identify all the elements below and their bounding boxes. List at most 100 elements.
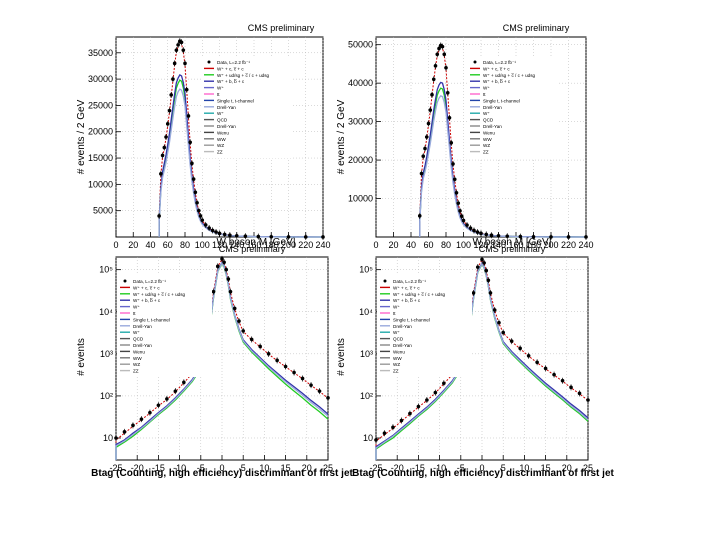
data-point <box>224 267 229 272</box>
data-point <box>584 235 588 239</box>
data-point <box>148 410 152 415</box>
data-point <box>317 389 322 393</box>
data-point <box>190 161 194 166</box>
data-point <box>452 177 457 182</box>
legend-entry: W⁺ + c, c̅ + c <box>483 66 510 71</box>
y-tick-label: 40000 <box>348 78 373 88</box>
data-point <box>417 214 422 218</box>
data-point <box>497 320 501 325</box>
y-tick-label: 20000 <box>88 127 113 137</box>
data-point <box>237 319 241 323</box>
legend-entry: W⁺ <box>133 305 140 310</box>
legend-entry: QCD <box>217 118 228 123</box>
x-tick-label: 160 <box>508 240 523 250</box>
legend-marker <box>473 60 477 64</box>
y-tick-label: 30000 <box>348 117 373 127</box>
legend-entry: Drell-Yan <box>483 124 502 129</box>
y-tick-label: 10⁵ <box>99 265 113 275</box>
legend-entry: WW <box>133 356 142 361</box>
x-tick-label: 220 <box>298 240 313 250</box>
data-point <box>283 364 288 369</box>
legend-entry: ZZ <box>217 150 223 155</box>
legend-entry: QCD <box>483 118 494 123</box>
data-point <box>241 329 245 333</box>
data-point <box>171 77 175 81</box>
data-point <box>586 398 590 402</box>
data-point <box>214 230 218 234</box>
data-point <box>167 108 172 113</box>
x-tick-label: -25 <box>109 463 122 473</box>
data-point <box>286 235 291 239</box>
data-point <box>440 44 445 49</box>
legend-marker <box>383 279 387 283</box>
data-point <box>454 190 459 195</box>
data-point <box>475 230 480 234</box>
legend-entry: Wenu <box>217 130 229 135</box>
data-point <box>160 153 165 158</box>
data-point <box>451 162 455 166</box>
x-tick-label: 220 <box>561 240 576 250</box>
legend-entry: W⁺ + c, c̅ + c <box>133 285 160 290</box>
legend-entry: W⁺ <box>393 330 400 335</box>
data-point <box>486 278 491 283</box>
legend-entry: Single t, t-channel <box>217 98 254 103</box>
y-axis-label: # events / 2 GeV <box>76 99 87 174</box>
x-tick-label: 200 <box>281 240 296 250</box>
data-point <box>437 46 441 51</box>
y-axis-label: # events <box>76 338 87 376</box>
legend-entry: Data, L=2.2 fb⁻¹ <box>133 279 166 284</box>
x-tick-label: 5 <box>241 463 246 473</box>
legend-entry: tt <box>217 92 220 97</box>
chart-panel-4: -25 -20 -15 -10 -5 0 5 10 15 20 25 10 10² 10³ 10⁴ 10⁵ CM… <box>336 244 615 479</box>
y-tick-label: 10² <box>100 391 113 401</box>
data-point <box>425 398 429 402</box>
data-point <box>211 289 216 294</box>
legend-entry: W⁺ <box>483 111 490 116</box>
data-point <box>266 352 271 356</box>
data-point <box>269 234 274 239</box>
legend-entry: ZZ <box>483 150 489 155</box>
y-tick-label: 10000 <box>348 194 373 204</box>
chart-panel-3: -25 -20 -15 -10 -5 0 5 10 15 20 25 10 10² 10³ 10⁴ 10⁵ CM… <box>76 244 354 479</box>
data-point <box>484 232 489 237</box>
legend-entry: Drell-Yan <box>217 105 236 110</box>
x-tick-label: 20 <box>388 240 398 250</box>
x-tick-label: 15 <box>281 463 291 473</box>
data-point <box>435 52 440 57</box>
data-point <box>447 115 452 120</box>
data-point <box>482 261 486 265</box>
data-point <box>426 121 431 126</box>
data-point <box>174 48 179 52</box>
data-point <box>488 291 493 295</box>
data-point <box>243 234 248 239</box>
y-tick-label: 10³ <box>100 349 113 359</box>
legend-entry: Wenu <box>483 130 495 135</box>
legend-entry: tt <box>133 311 136 316</box>
x-tick-label: 160 <box>246 240 261 250</box>
legend-entry: QCD <box>133 337 144 342</box>
chart-title: CMS preliminary <box>503 23 570 33</box>
x-tick-label: 140 <box>229 240 244 250</box>
data-point <box>198 214 203 218</box>
data-point <box>382 431 387 436</box>
data-point <box>215 264 220 269</box>
y-tick-label: 15000 <box>88 153 113 163</box>
x-tick-label: 80 <box>441 240 451 250</box>
series-line-4 <box>375 262 589 460</box>
data-point <box>423 146 427 151</box>
chart-panel-2: 0 20 40 60 80 100 120 140 160 180 200 220 240 10000 20… <box>336 23 594 250</box>
legend-entry: Drell-Yan <box>393 343 412 348</box>
series-line-4 <box>158 88 324 238</box>
legend-entry: W⁺ + c, c̅ + c <box>393 285 420 290</box>
x-tick-label: 240 <box>315 240 330 250</box>
data-point <box>169 93 173 97</box>
y-tick-label: 5000 <box>93 206 113 216</box>
chart-panel-1: 0 20 40 60 80 100 120 140 160 180 200 220 240 5000 100… <box>76 23 331 250</box>
x-tick-label: 5 <box>501 463 506 473</box>
data-point <box>210 228 215 233</box>
y-tick-label: 10³ <box>360 349 373 359</box>
x-tick-label: -10 <box>173 463 186 473</box>
data-point <box>416 404 421 409</box>
x-tick-label: 200 <box>543 240 558 250</box>
x-tick-label: -15 <box>412 463 425 473</box>
